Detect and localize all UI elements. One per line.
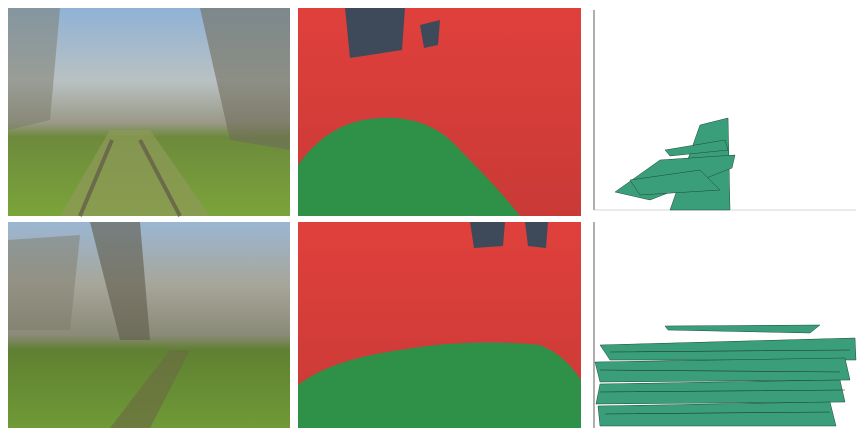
photo <box>8 222 290 428</box>
segmentation <box>298 222 581 428</box>
figure <box>0 0 858 430</box>
plot <box>594 222 856 428</box>
photo <box>8 8 290 216</box>
segmentation <box>298 8 581 216</box>
plot <box>594 10 856 210</box>
